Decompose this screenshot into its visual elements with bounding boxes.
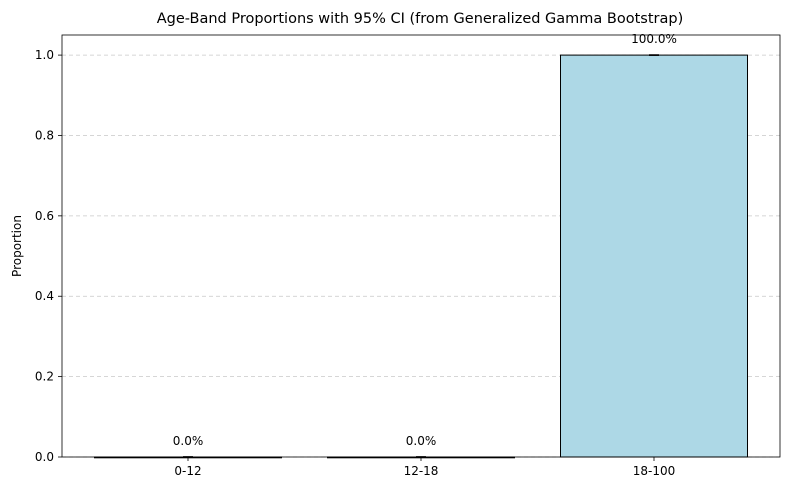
data-labels: 0.0% 0.0% 100.0%	[173, 32, 677, 448]
chart-title: Age-Band Proportions with 95% CI (from G…	[157, 11, 684, 27]
y-tick-label: 0.8	[35, 128, 54, 142]
data-label-0-12: 0.0%	[173, 434, 204, 448]
plot-frame	[61, 34, 781, 458]
y-tick-label: 0.6	[35, 209, 54, 223]
bar-18-100	[560, 54, 748, 458]
y-tick-label: 1.0	[35, 48, 54, 62]
y-tick-label: 0.2	[35, 370, 54, 384]
x-tick-label: 12-18	[404, 464, 439, 478]
bars	[94, 54, 748, 459]
axes: 0.0 0.2 0.4 0.6 0.8 1.0 0-12 12-18 18-100	[35, 34, 781, 478]
y-axis-label: Proportion	[10, 215, 24, 277]
y-tick-label: 0.4	[35, 289, 54, 303]
data-label-18-100: 100.0%	[631, 32, 677, 46]
y-tick-label: 0.0	[35, 450, 54, 464]
x-tick-label: 18-100	[633, 464, 676, 478]
x-tick-label: 0-12	[174, 464, 201, 478]
data-label-12-18: 0.0%	[406, 434, 437, 448]
